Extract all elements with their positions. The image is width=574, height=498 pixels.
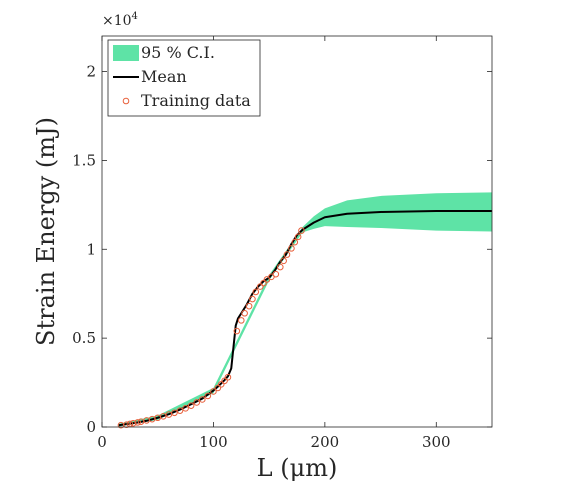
training-data-point <box>298 227 305 234</box>
training-data-point <box>204 392 212 400</box>
x-tick-label: 300 <box>422 433 451 451</box>
legend: 95 % C.I. Mean Training data <box>107 39 261 117</box>
axes-box <box>101 35 493 428</box>
x-axis-title: L (μm) <box>257 454 338 482</box>
training-data-point <box>210 388 217 395</box>
training-data-point <box>123 421 130 428</box>
training-data-point <box>176 407 184 414</box>
legend-label: 95 % C.I. <box>141 43 215 62</box>
legend-label: Mean <box>141 67 187 86</box>
y-exponent-superscript: 4 <box>132 11 138 22</box>
training-data-point <box>245 302 253 310</box>
training-data-point <box>182 405 189 412</box>
legend-training-swatch <box>122 97 130 105</box>
training-data-point <box>276 263 284 271</box>
training-data-point <box>224 373 232 381</box>
x-tick-label: 200 <box>311 433 340 451</box>
y-tick-label: 0.5 <box>72 329 96 347</box>
y-axis-title: Strain Energy (mJ) <box>32 117 60 346</box>
training-data-point <box>187 402 195 409</box>
mean-line <box>118 210 492 427</box>
training-data-point <box>272 270 280 278</box>
axes-layer: 0 100 200 300 0 0.5 1 1.5 2 ×104 L (μm) Strain Ener… <box>32 11 493 482</box>
training-data-point <box>288 245 295 252</box>
training-data-point <box>193 399 201 406</box>
training-data-point <box>291 238 299 246</box>
y-exponent-label: ×104 <box>102 11 138 29</box>
training-data-point <box>134 419 141 426</box>
training-data-point <box>171 409 178 417</box>
training-data-point <box>260 279 267 287</box>
training-data-point <box>129 419 137 427</box>
legend-ci-swatch <box>113 45 139 61</box>
training-data-point <box>233 327 241 335</box>
training-data-point <box>241 309 248 317</box>
y-tick-label: 1.5 <box>72 151 96 169</box>
x-tick-label: 100 <box>199 433 228 451</box>
training-data-point <box>221 377 228 385</box>
training-data-point <box>249 295 256 303</box>
y-tick-label: 1 <box>86 240 96 258</box>
y-tick-label: 2 <box>86 63 96 81</box>
training-data-point <box>198 396 206 403</box>
training-data-point <box>280 257 287 265</box>
plot-layer <box>117 192 492 429</box>
x-tick-label: 0 <box>97 433 107 451</box>
ci-band <box>118 192 492 427</box>
training-data-point <box>237 317 245 324</box>
training-data-point <box>283 251 291 258</box>
training-data-point <box>252 288 260 296</box>
y-tick-label: 0 <box>86 418 96 436</box>
legend-label: Training data <box>141 91 251 110</box>
training-data-point <box>217 381 225 388</box>
training-data-point <box>214 384 222 392</box>
training-data-point <box>294 233 302 241</box>
training-data-point <box>256 283 264 290</box>
